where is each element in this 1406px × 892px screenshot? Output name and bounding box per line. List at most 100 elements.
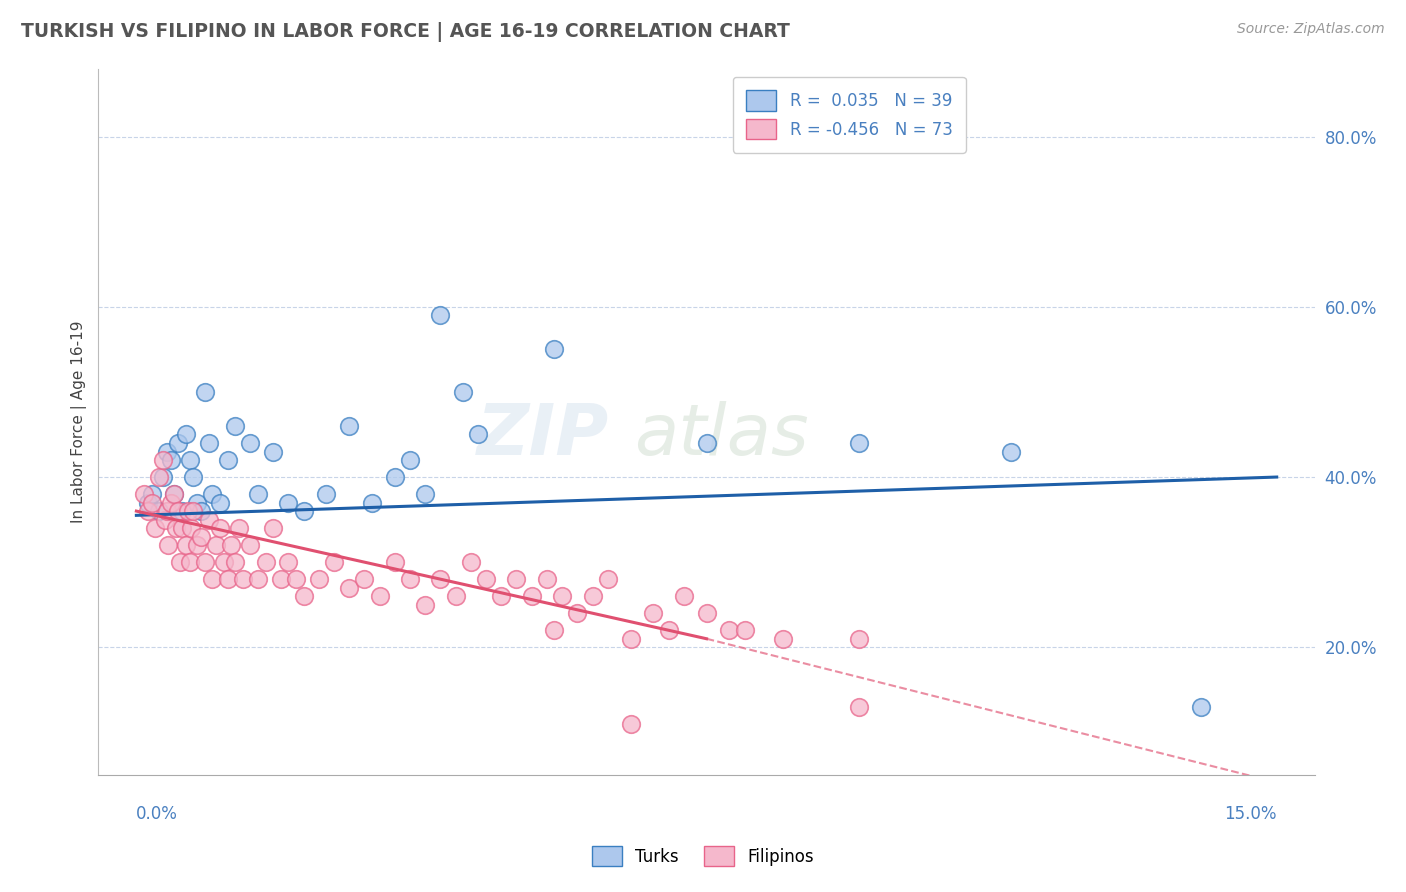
Point	[136, 504, 159, 518]
Point	[239, 436, 262, 450]
Point	[197, 513, 219, 527]
Point	[696, 606, 718, 620]
Point	[141, 495, 163, 509]
Point	[163, 487, 186, 501]
Point	[190, 530, 212, 544]
Point	[772, 632, 794, 646]
Point	[239, 538, 262, 552]
Point	[174, 427, 197, 442]
Point	[384, 470, 406, 484]
Y-axis label: In Labor Force | Age 16-19: In Labor Force | Age 16-19	[72, 320, 87, 523]
Point	[581, 589, 603, 603]
Point	[696, 436, 718, 450]
Point	[228, 521, 250, 535]
Point	[460, 555, 482, 569]
Point	[672, 589, 695, 603]
Point	[246, 572, 269, 586]
Point	[136, 495, 159, 509]
Point	[174, 538, 197, 552]
Point	[157, 538, 180, 552]
Point	[429, 309, 451, 323]
Point	[194, 384, 217, 399]
Point	[156, 444, 179, 458]
Point	[159, 495, 181, 509]
Point	[277, 495, 299, 509]
Point	[475, 572, 498, 586]
Point	[246, 487, 269, 501]
Point	[208, 521, 231, 535]
Point	[167, 436, 190, 450]
Point	[323, 555, 346, 569]
Point	[197, 436, 219, 450]
Point	[180, 521, 202, 535]
Point	[141, 487, 163, 501]
Point	[254, 555, 277, 569]
Point	[145, 521, 167, 535]
Point	[201, 487, 224, 501]
Point	[467, 427, 489, 442]
Point	[337, 419, 360, 434]
Point	[186, 538, 208, 552]
Point	[520, 589, 543, 603]
Point	[848, 632, 870, 646]
Text: atlas: atlas	[634, 401, 808, 470]
Point	[148, 470, 170, 484]
Point	[132, 487, 155, 501]
Text: 15.0%: 15.0%	[1225, 805, 1277, 823]
Point	[292, 504, 315, 518]
Point	[451, 384, 474, 399]
Point	[734, 624, 756, 638]
Point	[292, 589, 315, 603]
Legend: Turks, Filipinos: Turks, Filipinos	[583, 838, 823, 875]
Point	[170, 521, 193, 535]
Point	[183, 470, 205, 484]
Point	[543, 624, 565, 638]
Point	[551, 589, 574, 603]
Point	[156, 504, 179, 518]
Point	[169, 555, 191, 569]
Point	[177, 504, 200, 518]
Point	[429, 572, 451, 586]
Point	[337, 581, 360, 595]
Point	[536, 572, 558, 586]
Point	[718, 624, 741, 638]
Point	[848, 436, 870, 450]
Point	[190, 504, 212, 518]
Point	[505, 572, 527, 586]
Point	[277, 555, 299, 569]
Point	[152, 470, 174, 484]
Text: TURKISH VS FILIPINO IN LABOR FORCE | AGE 16-19 CORRELATION CHART: TURKISH VS FILIPINO IN LABOR FORCE | AGE…	[21, 22, 790, 42]
Point	[170, 504, 193, 518]
Point	[619, 717, 641, 731]
Point	[413, 598, 436, 612]
Point	[179, 453, 201, 467]
Point	[657, 624, 679, 638]
Point	[1189, 699, 1212, 714]
Point	[186, 495, 208, 509]
Point	[217, 572, 239, 586]
Point	[201, 572, 224, 586]
Point	[208, 495, 231, 509]
Point	[413, 487, 436, 501]
Point	[183, 504, 205, 518]
Point	[148, 504, 170, 518]
Point	[262, 444, 284, 458]
Point	[384, 555, 406, 569]
Legend: R =  0.035   N = 39, R = -0.456   N = 73: R = 0.035 N = 39, R = -0.456 N = 73	[733, 77, 966, 153]
Point	[217, 453, 239, 467]
Point	[167, 504, 190, 518]
Point	[543, 343, 565, 357]
Point	[179, 555, 201, 569]
Point	[212, 555, 235, 569]
Point	[159, 453, 181, 467]
Point	[165, 521, 187, 535]
Point	[205, 538, 228, 552]
Point	[224, 555, 246, 569]
Point	[270, 572, 292, 586]
Point	[221, 538, 243, 552]
Point	[444, 589, 467, 603]
Point	[491, 589, 513, 603]
Point	[308, 572, 330, 586]
Point	[361, 495, 384, 509]
Point	[399, 453, 422, 467]
